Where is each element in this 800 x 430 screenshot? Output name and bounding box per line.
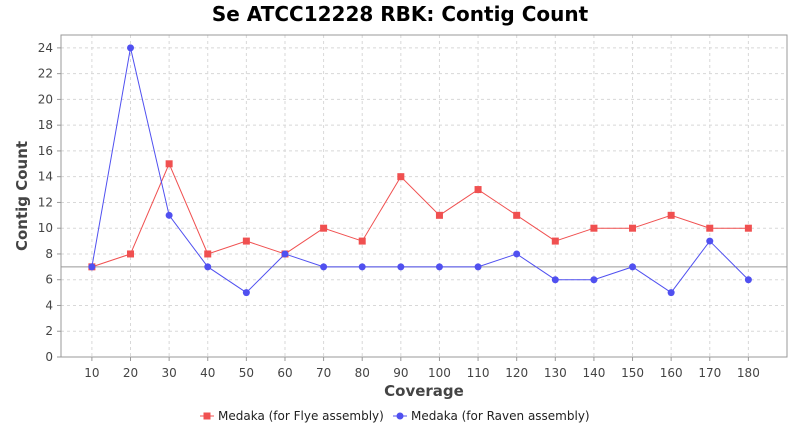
x-tick-label-150: 150	[621, 366, 644, 380]
y-tick-label-4: 4	[45, 298, 53, 312]
x-tick-label-40: 40	[200, 366, 215, 380]
x-tick-label-110: 110	[467, 366, 490, 380]
series-2-point-60	[281, 250, 289, 258]
y-axis-label: Contig Count	[13, 141, 31, 251]
series-2-point-20	[127, 44, 135, 52]
y-tick-label-0: 0	[45, 350, 53, 364]
series-1-point-150	[629, 224, 637, 232]
x-axis-ticks: 10 20 30 40 50 60 70 80 90 100 110 120 130 140 150 160 1…	[84, 357, 760, 380]
series-2-line	[91, 47, 749, 294]
x-tick-label-160: 160	[660, 366, 683, 380]
series-1-point-90	[397, 173, 405, 181]
x-tick-label-10: 10	[84, 366, 99, 380]
x-tick-label-50: 50	[239, 366, 254, 380]
series-1-point-110	[474, 186, 482, 194]
x-tick-label-30: 30	[161, 366, 176, 380]
x-tick-label-180: 180	[737, 366, 760, 380]
legend: Medaka (for Flye assembly) Medaka (for Ra…	[200, 409, 590, 423]
x-axis-label: Coverage	[384, 382, 464, 400]
series-2	[88, 44, 752, 297]
plot-area	[60, 34, 788, 358]
series-2-point-30	[165, 211, 173, 219]
series-1-point-70	[320, 224, 328, 232]
series-1-point-80	[358, 237, 366, 245]
series-1-point-140	[590, 224, 598, 232]
series-1-point-20	[127, 250, 135, 258]
y-tick-label-10: 10	[38, 221, 53, 235]
series-2-point-80	[358, 263, 366, 271]
x-tick-label-80: 80	[355, 366, 370, 380]
series-1-point-170	[706, 224, 714, 232]
y-tick-label-18: 18	[38, 118, 53, 132]
series-2-point-90	[397, 263, 405, 271]
legend-item-2: Medaka (for Raven assembly)	[393, 409, 590, 423]
series-2-point-40	[204, 263, 212, 271]
legend-marker-1	[203, 412, 211, 420]
series-1-point-120	[513, 211, 521, 219]
y-tick-label-12: 12	[38, 195, 53, 209]
series-1-point-40	[204, 250, 212, 258]
series-1-point-30	[165, 160, 173, 168]
y-tick-label-6: 6	[45, 273, 53, 287]
x-tick-label-90: 90	[393, 366, 408, 380]
x-tick-label-130: 130	[544, 366, 567, 380]
series-1-point-160	[667, 211, 675, 219]
series-2-point-100	[435, 263, 443, 271]
series-group	[88, 44, 752, 297]
y-tick-label-2: 2	[45, 324, 53, 338]
y-tick-label-24: 24	[38, 41, 53, 55]
series-1-line	[91, 162, 749, 268]
x-tick-label-120: 120	[505, 366, 528, 380]
series-1-point-100	[435, 211, 443, 219]
y-tick-label-22: 22	[38, 67, 53, 81]
grid	[61, 35, 787, 358]
series-2-point-70	[320, 263, 328, 271]
series-2-point-140	[590, 276, 598, 284]
legend-item-1: Medaka (for Flye assembly)	[200, 409, 384, 423]
series-1-point-180	[744, 224, 752, 232]
y-tick-label-14: 14	[38, 170, 53, 184]
series-2-point-150	[629, 263, 637, 271]
x-tick-label-70: 70	[316, 366, 331, 380]
legend-label-2: Medaka (for Raven assembly)	[411, 409, 590, 423]
series-2-point-160	[667, 289, 675, 297]
y-tick-label-20: 20	[38, 92, 53, 106]
x-tick-label-140: 140	[582, 366, 605, 380]
series-2-point-50	[242, 289, 250, 297]
series-2-point-180	[744, 276, 752, 284]
series-1-point-130	[551, 237, 559, 245]
x-tick-label-100: 100	[428, 366, 451, 380]
series-2-point-10	[88, 263, 96, 271]
x-tick-label-60: 60	[277, 366, 292, 380]
y-tick-label-8: 8	[45, 247, 53, 261]
legend-marker-2	[396, 412, 404, 420]
series-2-point-170	[706, 237, 714, 245]
x-tick-label-20: 20	[123, 366, 138, 380]
y-tick-label-16: 16	[38, 144, 53, 158]
x-tick-label-170: 170	[698, 366, 721, 380]
series-2-point-130	[551, 276, 559, 284]
series-1-point-50	[242, 237, 250, 245]
series-2-point-120	[513, 250, 521, 258]
chart-title: Se ATCC12228 RBK: Contig Count	[212, 2, 589, 26]
series-2-point-110	[474, 263, 482, 271]
legend-label-1: Medaka (for Flye assembly)	[218, 409, 384, 423]
